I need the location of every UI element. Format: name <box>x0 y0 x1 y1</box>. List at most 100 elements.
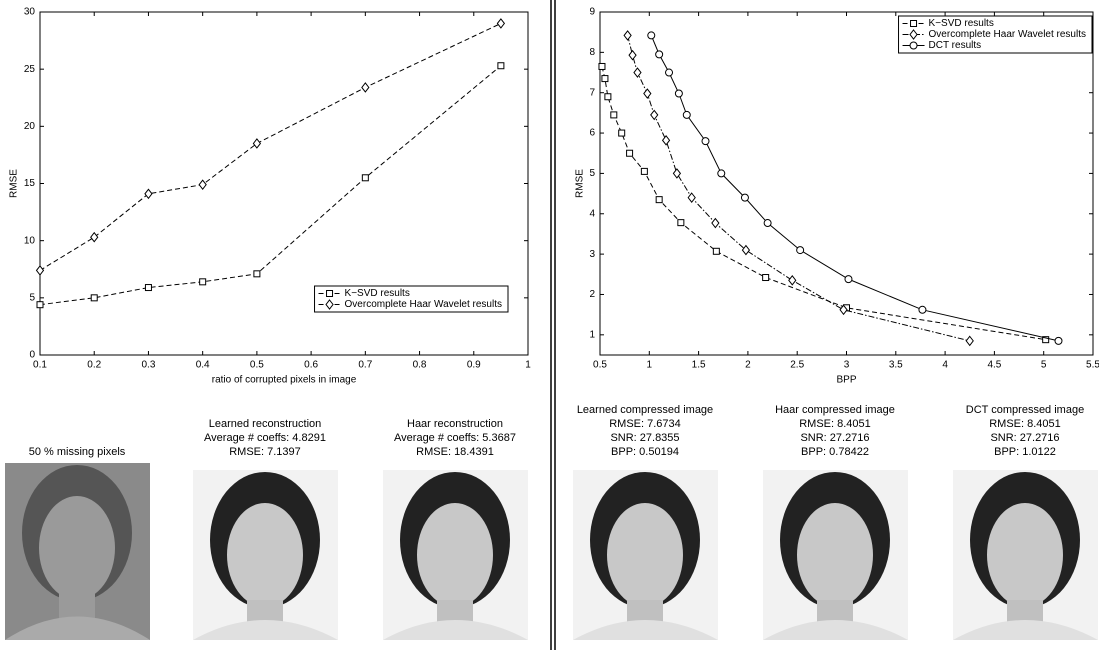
y-tick-label: 1 <box>589 329 595 340</box>
marker <box>362 175 368 181</box>
x-tick-label: 0.9 <box>467 360 481 371</box>
x-axis-label: BPP <box>836 375 856 386</box>
y-tick-label: 3 <box>589 249 595 260</box>
series-line <box>40 66 501 305</box>
marker <box>702 138 709 145</box>
y-tick-label: 25 <box>24 64 36 75</box>
y-tick-label: 8 <box>589 47 595 58</box>
x-tick-label: 0.5 <box>593 360 607 371</box>
marker <box>656 51 663 58</box>
y-tick-label: 7 <box>589 87 595 98</box>
y-tick-label: 15 <box>24 178 36 189</box>
y-tick-label: 6 <box>589 128 595 139</box>
marker <box>629 51 636 60</box>
marker <box>627 150 633 156</box>
legend-label: Overcomplete Haar Wavelet results <box>929 29 1086 40</box>
legend-label: DCT results <box>929 40 982 51</box>
marker <box>497 19 504 28</box>
caption: RMSE: 18.4391 <box>416 446 494 458</box>
marker <box>644 89 651 98</box>
marker <box>91 233 98 242</box>
marker <box>145 189 152 198</box>
plot-frame <box>600 12 1093 355</box>
image-face <box>987 503 1063 607</box>
marker <box>966 336 973 345</box>
x-tick-label: 4.5 <box>987 360 1001 371</box>
legend: K−SVD resultsOvercomplete Haar Wavelet r… <box>315 286 508 312</box>
caption: Haar reconstruction <box>407 418 503 430</box>
marker <box>683 111 690 118</box>
image-face <box>797 503 873 607</box>
legend-label: K−SVD results <box>345 288 410 299</box>
y-tick-label: 10 <box>24 235 36 246</box>
marker <box>797 247 804 254</box>
marker <box>634 68 641 77</box>
x-tick-label: 0.4 <box>196 360 210 371</box>
marker <box>362 83 369 92</box>
caption: DCT compressed image <box>966 404 1084 416</box>
legend-label: K−SVD results <box>929 18 994 29</box>
caption: Average # coeffs: 5.3687 <box>394 432 516 444</box>
x-tick-label: 0.8 <box>413 360 427 371</box>
marker <box>648 32 655 39</box>
marker <box>713 248 719 254</box>
x-tick-label: 0.6 <box>304 360 318 371</box>
series-line <box>628 35 970 340</box>
image-face <box>39 496 115 600</box>
x-tick-label: 0.3 <box>141 360 155 371</box>
y-axis-label: RMSE <box>9 169 20 198</box>
marker <box>718 170 725 177</box>
marker <box>919 306 926 313</box>
y-tick-label: 4 <box>589 208 595 219</box>
series-line <box>40 23 501 270</box>
marker <box>666 69 673 76</box>
caption: 50 % missing pixels <box>29 446 126 458</box>
marker <box>763 275 769 281</box>
marker <box>741 194 748 201</box>
y-tick-label: 9 <box>589 7 595 18</box>
x-tick-label: 2.5 <box>790 360 804 371</box>
x-tick-label: 3.5 <box>889 360 903 371</box>
x-tick-label: 5 <box>1041 360 1047 371</box>
caption: SNR: 27.2716 <box>800 432 869 444</box>
marker <box>199 180 206 189</box>
x-tick-label: 1.5 <box>692 360 706 371</box>
caption: RMSE: 7.1397 <box>229 446 301 458</box>
y-tick-label: 5 <box>29 292 35 303</box>
marker <box>253 139 260 148</box>
caption: Average # coeffs: 4.8291 <box>204 432 326 444</box>
marker <box>200 279 206 285</box>
x-tick-label: 4 <box>942 360 948 371</box>
caption: Learned reconstruction <box>209 418 322 430</box>
y-tick-label: 2 <box>589 289 595 300</box>
x-tick-label: 0.1 <box>33 360 47 371</box>
figure: 0.10.20.30.40.50.60.70.80.91051015202530… <box>0 0 1099 650</box>
marker <box>624 31 631 40</box>
marker <box>602 76 608 82</box>
y-axis-label: RMSE <box>575 169 586 198</box>
marker <box>651 110 658 119</box>
caption: SNR: 27.8355 <box>610 432 679 444</box>
y-tick-label: 0 <box>29 350 35 361</box>
marker <box>675 90 682 97</box>
x-tick-label: 2 <box>745 360 751 371</box>
marker <box>37 266 44 275</box>
caption: RMSE: 7.6734 <box>609 418 681 430</box>
caption: RMSE: 8.4051 <box>799 418 871 430</box>
image-face <box>417 503 493 607</box>
marker <box>641 168 647 174</box>
marker <box>1055 337 1062 344</box>
marker <box>742 246 749 255</box>
marker <box>327 291 333 297</box>
x-tick-label: 1 <box>525 360 531 371</box>
x-tick-label: 3 <box>844 360 850 371</box>
caption: BPP: 0.78422 <box>801 446 869 458</box>
x-tick-label: 0.2 <box>87 360 101 371</box>
marker <box>605 94 611 100</box>
marker <box>764 220 771 227</box>
marker <box>619 130 625 136</box>
marker <box>611 112 617 118</box>
marker <box>688 193 695 202</box>
y-tick-label: 5 <box>589 168 595 179</box>
x-tick-label: 5.5 <box>1086 360 1099 371</box>
